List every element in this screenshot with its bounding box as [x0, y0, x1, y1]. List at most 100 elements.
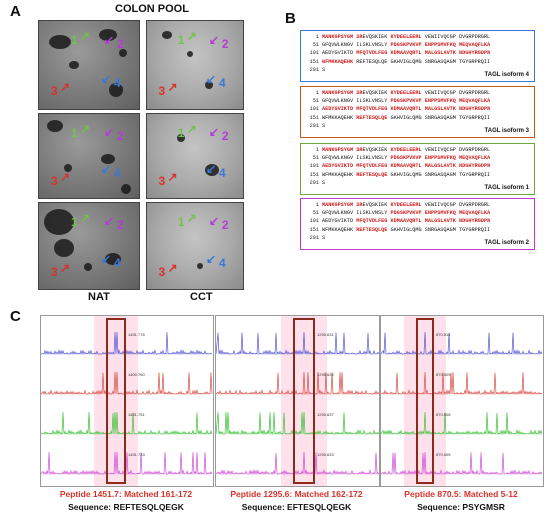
- gel-spot: [54, 239, 74, 257]
- spot-number-1: 1: [71, 33, 78, 48]
- residue-number: 201: [309, 234, 319, 241]
- gel-spot: [49, 35, 71, 49]
- gel-spot: [205, 81, 213, 89]
- matched-segment: MANKGPSYGM SR: [322, 202, 363, 208]
- matched-segment: AEDYGVIKTD: [322, 106, 357, 113]
- peak-mz-label: 1400.760: [128, 372, 145, 377]
- matched-segment: PDGSKPVKVP: [390, 210, 422, 217]
- sequence-segment: REFTESQLQE GKHVIGLQMG SNRGASQAGM TGYGRPR…: [353, 58, 491, 65]
- residue-number: 1: [315, 147, 319, 153]
- residue-number: 101: [309, 163, 319, 170]
- residue-number: 101: [309, 218, 319, 225]
- arrow-icon: ↗: [186, 211, 197, 226]
- arrow-icon: ↗: [80, 121, 91, 136]
- gel-spot: [205, 164, 219, 176]
- arrow-icon: ↙: [206, 252, 217, 267]
- sequence-line: 101 AEDYGVIKTD MFQTVDLFEG KDMAAVQRTL MALG…: [305, 217, 530, 225]
- spot-number-4: 4: [114, 166, 121, 181]
- spectrum-trace: [216, 411, 379, 436]
- matched-segment: ENPPSMVFKQ: [424, 210, 456, 217]
- sequence-segment: GFQVWLKNGV ILSKLVNSLY: [322, 210, 391, 217]
- arrow-icon: ↙: [101, 252, 112, 267]
- spot-number-2: 2: [117, 36, 124, 51]
- matched-segment: MEQVAQFLKA: [459, 210, 491, 217]
- gel-spot: [101, 154, 115, 164]
- spectrum-trace: [41, 371, 213, 396]
- residue-number: 51: [312, 98, 319, 105]
- sequence-segment: GFQVWLKNGV ILSKLVNSLY: [322, 98, 391, 105]
- spot-number-3: 3: [158, 264, 166, 279]
- matched-segment: ENPPSMVFKQ: [424, 98, 456, 105]
- peptide-caption: Peptide 870.5: Matched 5-12: [404, 489, 518, 499]
- matched-peak-box: [293, 318, 315, 484]
- isoform-title: TAGL isoform 2: [484, 239, 529, 246]
- matched-segment: REFTESQLQE: [356, 171, 388, 178]
- isoform-box: 1 MANKGPSYGM SREVQSKIEK KYDEELEERL VEWIIV…: [300, 143, 535, 195]
- peak-mz-label: 1451.733: [128, 452, 145, 457]
- residue-number: 151: [309, 171, 319, 178]
- spot-number-3: 3: [158, 84, 166, 99]
- spectrum-traces: 870.514 870.509 870.508 870.505: [381, 331, 543, 476]
- matched-segment: KYDEELEERL: [390, 202, 422, 208]
- residue-number: 51: [312, 155, 319, 162]
- matched-segment: MANKGPSYGM SR: [322, 90, 363, 96]
- arrow-icon: ↙: [208, 125, 219, 140]
- sequence-line: 101 AEDYGVIKTD MFQTVDLFEG KDMAAVQRTL MALG…: [305, 49, 530, 57]
- sequence-line: 101 AEDYGVIKTD MFQTVDLFEG KDMAAVQRTL MALG…: [305, 162, 530, 170]
- panel-letter-c: C: [10, 308, 21, 325]
- sequence-line: 201 S: [305, 66, 530, 74]
- arrow-icon: ↗: [80, 211, 91, 226]
- sequence-segment: S: [322, 66, 326, 73]
- isoform-box: 1 MANKGPSYGM SREVQSKIEK KYDEELEERL VEWIIV…: [300, 86, 535, 138]
- sequence-line: 51 GFQVWLKNGV ILSKLVNSLY PDGSKPVKVP ENPPS…: [305, 41, 530, 49]
- residue-number: 51: [312, 42, 319, 49]
- spot-number-2: 2: [221, 36, 229, 51]
- matched-segment: KYDEELEERL: [390, 147, 422, 153]
- gel-spot: [105, 253, 121, 265]
- sequence-segment: S: [322, 122, 326, 129]
- panel-letter-a: A: [10, 3, 21, 20]
- spot-number-2: 2: [221, 218, 229, 233]
- sequence-segment: GKHVIGLQMG SNRGASQAGM TGYGRPRQII: [387, 114, 491, 121]
- matched-segment: REFTESQLQE: [356, 226, 388, 233]
- arrow-icon: ↙: [206, 162, 217, 177]
- residue-number: 201: [309, 179, 319, 186]
- sequence-segment: EVQSKIEK: [362, 90, 391, 96]
- gel-image-6: 1 ↗ 2 ↙ 3 ↗ 4 ↙: [146, 202, 244, 290]
- residue-number: 1: [315, 34, 319, 40]
- spectrum-trace: [381, 371, 543, 396]
- matched-segment: ENPPSMVFKQ: [424, 42, 456, 49]
- sequence-line: 151 WFMKKAQEHK REFTESQLQE GKHVIGLQMG SNRG…: [305, 58, 530, 66]
- sequence-segment: EVQSKIEK: [362, 202, 391, 208]
- spot-number-4: 4: [219, 75, 226, 90]
- sequence-line: 1 MANKGPSYGM SREVQSKIEK KYDEELEERL VEWIIV…: [305, 146, 530, 154]
- residue-number: 201: [309, 66, 319, 73]
- gel-spot: [187, 51, 193, 57]
- residue-number: 1: [315, 90, 319, 96]
- sequence-line: 201 S: [305, 122, 530, 130]
- spot-number-3: 3: [51, 264, 58, 279]
- sequence-line: 1 MANKGPSYGM SREVQSKIEK KYDEELEERL VEWIIV…: [305, 33, 530, 41]
- gel-spot: [177, 134, 185, 142]
- sequence-caption: Sequence: REFTESQLQEGK: [68, 502, 184, 512]
- spectrum-trace: [381, 451, 543, 476]
- arrow-icon: ↗: [186, 29, 197, 44]
- matched-segment: MANKGPSYGM SR: [322, 147, 363, 153]
- peak-mz-label: 1451.778: [128, 332, 145, 337]
- matched-segment: MEQVAQFLKA: [459, 155, 491, 162]
- matched-segment: WFMKKAQEHK: [322, 58, 354, 65]
- gel-spot: [99, 29, 117, 41]
- matched-peak-box: [416, 318, 434, 484]
- sequence-line: 201 S: [305, 234, 530, 242]
- sequence-segment: S: [322, 179, 326, 186]
- peak-mz-label: 1295.624: [317, 372, 334, 377]
- residue-number: 151: [309, 114, 319, 121]
- spot-number-2: 2: [117, 218, 124, 233]
- spot-number-4: 4: [114, 256, 121, 271]
- gel-column-label-cct: CCT: [190, 291, 213, 303]
- peak-mz-label: 870.505: [436, 452, 451, 457]
- matched-segment: NDGHYRGDPN: [459, 106, 491, 113]
- sequence-segment: S: [322, 234, 326, 241]
- arrow-icon: ↙: [208, 32, 219, 47]
- sequence-segment: GKHVIGLQMG SNRGASQAGM TGYGRPRQII: [387, 171, 491, 178]
